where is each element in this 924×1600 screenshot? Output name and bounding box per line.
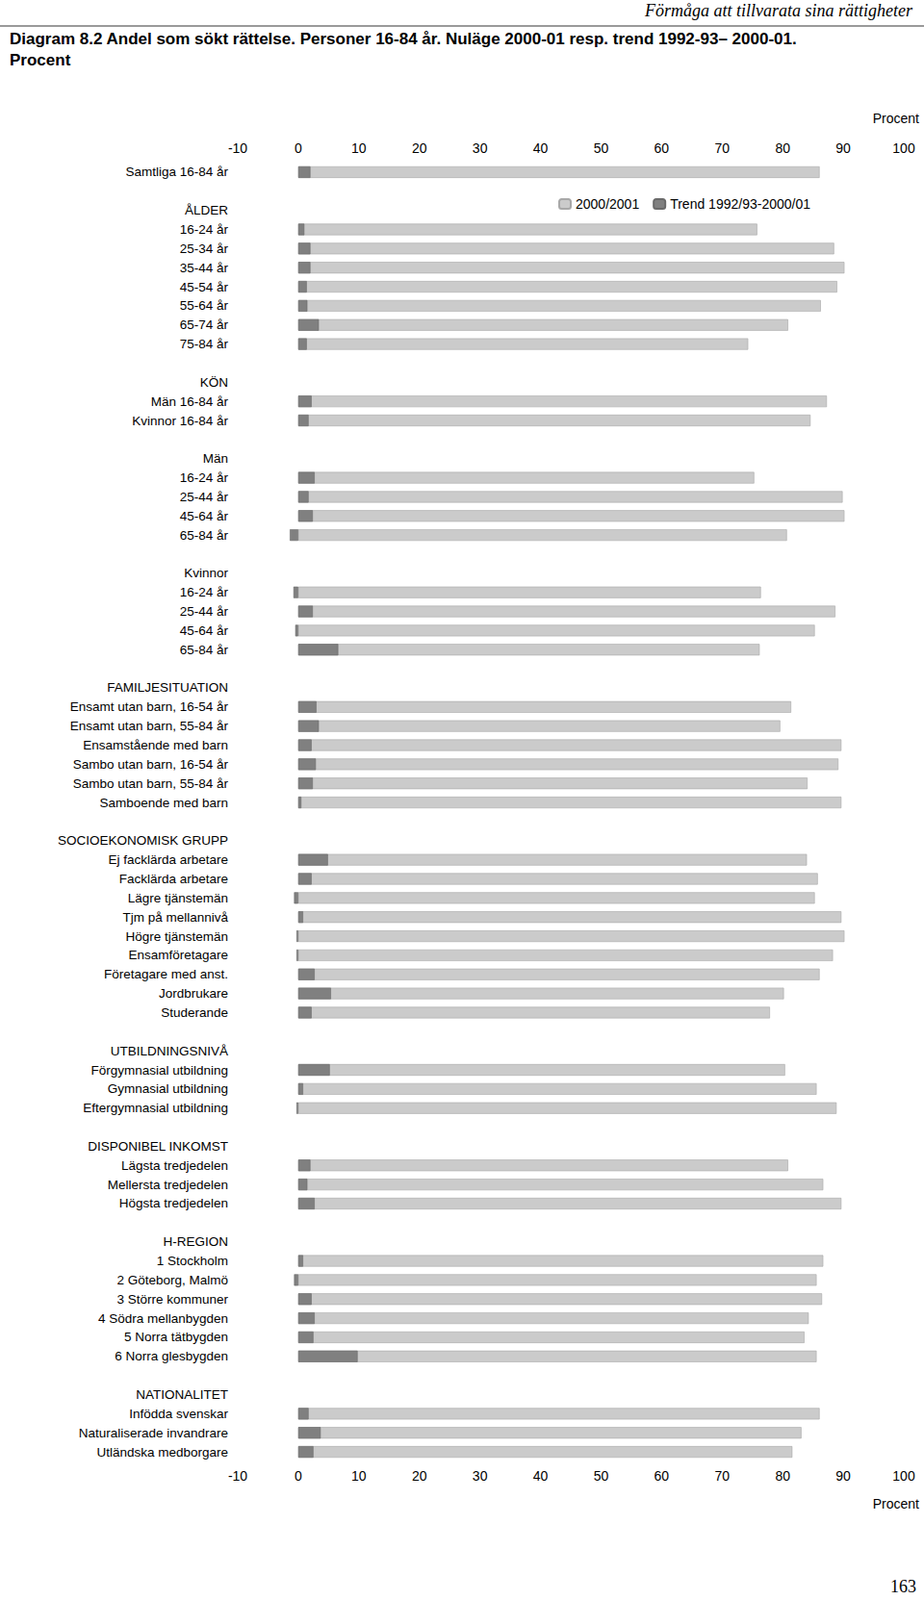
svg-text:Ensamt utan barn, 55-84 år: Ensamt utan barn, 55-84 år xyxy=(70,718,230,734)
svg-text:2000/2001: 2000/2001 xyxy=(575,196,640,212)
svg-text:Procent: Procent xyxy=(872,1496,920,1513)
svg-text:50: 50 xyxy=(593,1468,610,1485)
svg-text:Tjm på mellannivå: Tjm på mellannivå xyxy=(122,910,229,925)
svg-text:H-REGION: H-REGION xyxy=(163,1234,230,1250)
svg-text:SOCIOEKONOMISK GRUPP: SOCIOEKONOMISK GRUPP xyxy=(57,833,229,848)
svg-text:90: 90 xyxy=(835,1468,851,1485)
svg-text:0: 0 xyxy=(294,140,303,156)
svg-text:Naturaliserade invandrare: Naturaliserade invandrare xyxy=(78,1426,229,1441)
svg-text:60: 60 xyxy=(654,1468,670,1485)
svg-text:Män: Män xyxy=(203,451,229,466)
svg-text:Sambo utan barn, 16-54 år: Sambo utan barn, 16-54 år xyxy=(73,757,230,772)
svg-text:Lägre tjänstemän: Lägre tjänstemän xyxy=(128,891,229,906)
svg-text:50: 50 xyxy=(593,140,610,156)
svg-text:40: 40 xyxy=(533,140,549,156)
svg-text:FAMILJESITUATION: FAMILJESITUATION xyxy=(106,680,229,695)
svg-text:-10: -10 xyxy=(228,140,248,156)
svg-text:60: 60 xyxy=(654,140,670,156)
svg-text:-10: -10 xyxy=(228,1468,248,1485)
svg-text:Förgymnasial utbildning: Förgymnasial utbildning xyxy=(90,1063,229,1078)
svg-text:Mellersta tredjedelen: Mellersta tredjedelen xyxy=(107,1178,229,1193)
svg-text:Högre tjänstemän: Högre tjänstemän xyxy=(125,929,229,945)
svg-text:25-44 år: 25-44 år xyxy=(179,489,230,505)
svg-text:70: 70 xyxy=(714,1468,730,1485)
svg-text:Gymnasial utbildning: Gymnasial utbildning xyxy=(107,1081,229,1097)
svg-text:35-44 år: 35-44 år xyxy=(179,260,230,276)
svg-text:80: 80 xyxy=(774,1468,791,1485)
svg-text:80: 80 xyxy=(774,140,791,156)
svg-text:Ensamföretagare: Ensamföretagare xyxy=(128,948,229,963)
svg-text:Diagram 8.2 Andel som sökt rät: Diagram 8.2 Andel som sökt rättelse. Per… xyxy=(9,29,801,49)
svg-text:10: 10 xyxy=(351,1468,367,1485)
svg-text:Kvinnor: Kvinnor xyxy=(183,565,229,581)
svg-text:2 Göteborg, Malmö: 2 Göteborg, Malmö xyxy=(116,1273,229,1288)
svg-text:Samboende med barn: Samboende med barn xyxy=(99,795,229,811)
svg-text:16-24 år: 16-24 år xyxy=(179,222,230,237)
svg-text:25-44 år: 25-44 år xyxy=(179,604,230,619)
svg-text:75-84 år: 75-84 år xyxy=(179,336,230,352)
svg-text:90: 90 xyxy=(835,140,851,156)
svg-text:45-64 år: 45-64 år xyxy=(179,623,230,639)
svg-text:5 Norra tätbygden: 5 Norra tätbygden xyxy=(124,1330,229,1345)
svg-text:10: 10 xyxy=(351,140,367,156)
svg-text:65-74 år: 65-74 år xyxy=(179,317,230,333)
svg-text:Ej facklärda arbetare: Ej facklärda arbetare xyxy=(107,852,229,868)
svg-text:45-54 år: 45-54 år xyxy=(179,280,230,295)
svg-text:30: 30 xyxy=(472,140,488,156)
svg-text:4 Södra mellanbygden: 4 Södra mellanbygden xyxy=(98,1311,229,1327)
svg-text:16-24 år: 16-24 år xyxy=(179,585,230,600)
svg-text:Procent: Procent xyxy=(872,110,920,127)
svg-text:ÅLDER: ÅLDER xyxy=(184,203,229,218)
svg-text:Ensamt utan barn, 16-54 år: Ensamt utan barn, 16-54 år xyxy=(70,699,230,715)
svg-text:55-64 år: 55-64 år xyxy=(179,298,230,313)
svg-text:NATIONALITET: NATIONALITET xyxy=(135,1387,229,1403)
svg-text:45-64 år: 45-64 år xyxy=(179,509,230,524)
svg-text:1 Stockholm: 1 Stockholm xyxy=(156,1254,229,1269)
svg-text:Facklärda arbetare: Facklärda arbetare xyxy=(119,872,229,887)
svg-text:DISPONIBEL INKOMST: DISPONIBEL INKOMST xyxy=(87,1139,229,1155)
svg-text:0: 0 xyxy=(294,1468,303,1485)
svg-text:40: 40 xyxy=(533,1468,549,1485)
svg-text:30: 30 xyxy=(472,1468,488,1485)
svg-text:6 Norra glesbygden: 6 Norra glesbygden xyxy=(114,1349,229,1364)
svg-text:163: 163 xyxy=(890,1577,917,1597)
svg-text:Män 16-84 år: Män 16-84 år xyxy=(151,394,230,410)
svg-text:Studerande: Studerande xyxy=(160,1005,229,1021)
svg-text:Högsta tredjedelen: Högsta tredjedelen xyxy=(119,1196,229,1211)
svg-text:Ensamstående med barn: Ensamstående med barn xyxy=(82,738,229,753)
svg-text:65-84 år: 65-84 år xyxy=(179,528,230,543)
svg-text:25-34 år: 25-34 år xyxy=(179,241,230,257)
svg-text:Procent: Procent xyxy=(9,51,72,70)
svg-text:KÖN: KÖN xyxy=(200,375,229,390)
svg-text:70: 70 xyxy=(714,140,730,156)
svg-text:100: 100 xyxy=(892,1468,916,1485)
svg-text:Samtliga 16-84 år: Samtliga 16-84 år xyxy=(125,164,229,180)
svg-text:UTBILDNINGSNIVÅ: UTBILDNINGSNIVÅ xyxy=(110,1044,229,1059)
svg-text:Eftergymnasial utbildning: Eftergymnasial utbildning xyxy=(82,1101,229,1116)
svg-text:Förmåga att tillvarata sina rä: Förmåga att tillvarata sina rättigheter xyxy=(643,0,914,21)
svg-text:3 Större kommuner: 3 Större kommuner xyxy=(116,1292,229,1308)
svg-text:20: 20 xyxy=(411,1468,428,1485)
svg-text:100: 100 xyxy=(892,140,916,156)
svg-text:Företagare med anst.: Företagare med anst. xyxy=(103,967,229,982)
svg-text:Kvinnor 16-84 år: Kvinnor 16-84 år xyxy=(131,413,229,429)
svg-text:20: 20 xyxy=(411,140,428,156)
svg-text:Infödda svenskar: Infödda svenskar xyxy=(128,1407,229,1422)
svg-text:65-84 år: 65-84 år xyxy=(179,642,230,658)
svg-text:Utländska medborgare: Utländska medborgare xyxy=(96,1445,229,1461)
svg-text:16-24 år: 16-24 år xyxy=(179,470,230,486)
svg-text:Trend 1992/93-2000/01: Trend 1992/93-2000/01 xyxy=(669,196,811,212)
svg-text:Sambo utan barn, 55-84 år: Sambo utan barn, 55-84 år xyxy=(73,776,230,792)
svg-text:Lägsta tredjedelen: Lägsta tredjedelen xyxy=(121,1158,229,1174)
svg-text:Jordbrukare: Jordbrukare xyxy=(158,986,229,1001)
